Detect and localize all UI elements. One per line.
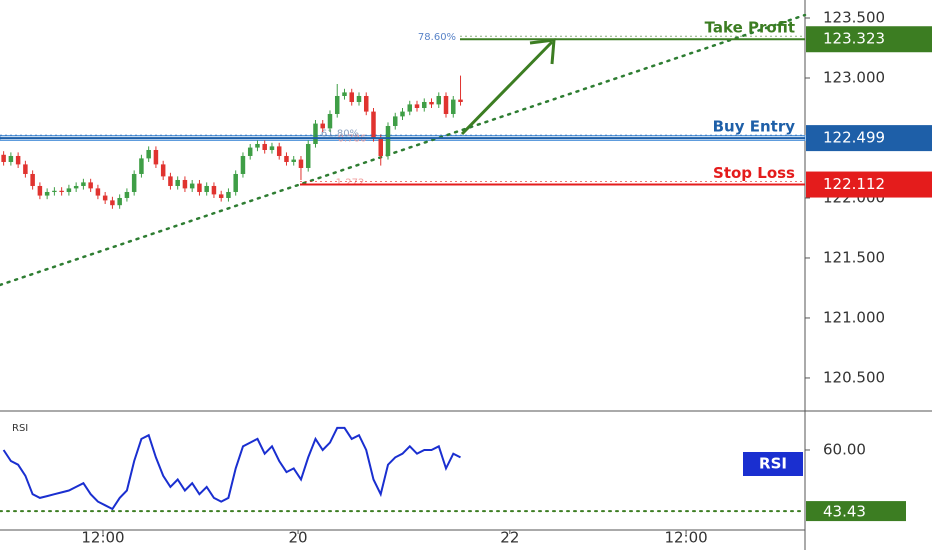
candle-body bbox=[211, 185, 217, 195]
candle-body bbox=[451, 99, 456, 114]
rsi-title: RSI bbox=[12, 423, 28, 434]
candle-body bbox=[110, 200, 115, 206]
candle-body bbox=[218, 194, 224, 198]
level-label: Stop Loss bbox=[713, 164, 795, 182]
price-badge bbox=[806, 171, 932, 198]
x-tick-label: 12:00 bbox=[664, 529, 707, 547]
candle-body bbox=[131, 173, 137, 192]
candle-body bbox=[8, 155, 14, 162]
candle-body bbox=[392, 116, 398, 126]
candle-body bbox=[226, 191, 231, 198]
level-label: Buy Entry bbox=[713, 118, 796, 136]
rsi-y-tick-label: 60.00 bbox=[823, 440, 866, 458]
candle-body bbox=[247, 147, 253, 156]
candle-body bbox=[146, 149, 151, 159]
rsi-line bbox=[2, 426, 461, 511]
candle-body bbox=[37, 185, 43, 196]
candle-body bbox=[320, 123, 325, 129]
candle-body bbox=[44, 191, 50, 196]
candle-body bbox=[371, 111, 376, 138]
candle-body bbox=[23, 164, 28, 174]
candle-body bbox=[160, 164, 166, 177]
rsi-level-badge bbox=[806, 501, 906, 522]
candle-body bbox=[400, 111, 405, 117]
candle-body bbox=[414, 104, 420, 108]
level-label: Take Profit bbox=[705, 19, 795, 37]
candle-body bbox=[305, 143, 311, 168]
fib-label: 78.60% bbox=[418, 32, 456, 43]
candle-body bbox=[378, 137, 383, 156]
candle-body bbox=[30, 173, 35, 186]
y-tick-label: 123.500 bbox=[823, 8, 885, 26]
candle-body bbox=[73, 185, 79, 189]
candle-body bbox=[356, 95, 362, 102]
candle-body bbox=[385, 125, 391, 156]
candle-body bbox=[95, 188, 101, 196]
y-tick-label: 120.500 bbox=[823, 368, 885, 386]
y-tick-label: 121.500 bbox=[823, 248, 885, 266]
candle-body bbox=[15, 155, 21, 165]
candle-body bbox=[334, 95, 340, 114]
x-tick-label: 22 bbox=[500, 529, 519, 547]
price-badge bbox=[806, 125, 932, 152]
candle-body bbox=[182, 179, 188, 189]
candle-body bbox=[240, 155, 246, 174]
candle-body bbox=[342, 92, 347, 96]
x-tick-label: 20 bbox=[289, 529, 308, 547]
candle-body bbox=[189, 183, 195, 189]
candle-body bbox=[255, 143, 260, 148]
candle-body bbox=[81, 182, 86, 186]
candle-body bbox=[262, 143, 267, 150]
candle-body bbox=[458, 99, 463, 102]
candle-body bbox=[197, 183, 202, 192]
candle-body bbox=[407, 104, 413, 112]
candle-body bbox=[139, 158, 144, 174]
candle-body bbox=[327, 113, 333, 129]
price-badge-label: 122.112 bbox=[823, 175, 885, 193]
candle-body bbox=[349, 92, 354, 102]
fib-label: 1.272 bbox=[336, 178, 365, 189]
candle-body bbox=[298, 159, 304, 168]
candle-body bbox=[363, 95, 369, 112]
candle-body bbox=[59, 190, 64, 192]
candle-body bbox=[88, 182, 93, 189]
candle-body bbox=[291, 159, 296, 162]
candle-body bbox=[117, 197, 122, 206]
price-badge bbox=[806, 26, 932, 53]
candle-body bbox=[175, 179, 180, 186]
rsi-level-label: 43.43 bbox=[823, 503, 866, 521]
candle-body bbox=[124, 191, 130, 198]
candle-body bbox=[422, 101, 427, 108]
y-tick-label: 121.000 bbox=[823, 308, 885, 326]
candle-body bbox=[153, 149, 159, 165]
candle-body bbox=[443, 95, 449, 114]
candle-body bbox=[66, 188, 72, 192]
candle-body bbox=[429, 101, 434, 105]
y-tick-label: 123.000 bbox=[823, 68, 885, 86]
price-badge-label: 122.499 bbox=[823, 129, 885, 147]
x-tick-label: 12:00 bbox=[81, 529, 124, 547]
candle-body bbox=[233, 173, 238, 192]
candle-body bbox=[52, 190, 57, 192]
candle-body bbox=[269, 146, 275, 150]
price-badge-label: 123.323 bbox=[823, 30, 885, 48]
trendline bbox=[0, 13, 807, 287]
candle-body bbox=[276, 146, 282, 156]
rsi-badge bbox=[743, 452, 803, 476]
candle-body bbox=[284, 155, 289, 162]
fib-label: 61.80% bbox=[321, 129, 359, 140]
rsi-badge-label: RSI bbox=[759, 455, 787, 473]
candle-body bbox=[204, 185, 209, 192]
candle-body bbox=[102, 195, 108, 201]
candle-body bbox=[313, 123, 318, 144]
candle-body bbox=[436, 95, 442, 105]
candle-body bbox=[168, 176, 173, 186]
candle-body bbox=[1, 154, 6, 162]
